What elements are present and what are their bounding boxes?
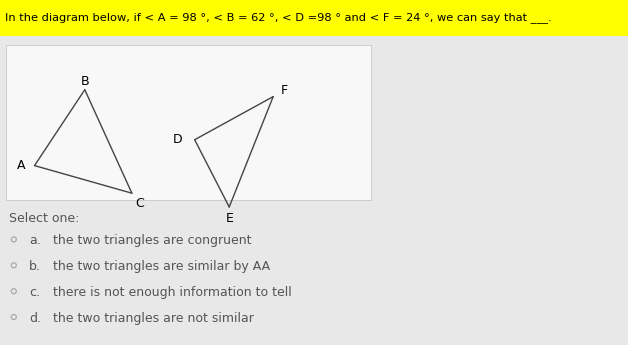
Text: Select one:: Select one:	[9, 212, 80, 225]
Text: d.: d.	[29, 312, 41, 325]
Text: there is not enough information to tell: there is not enough information to tell	[53, 286, 292, 299]
Text: C: C	[135, 197, 144, 210]
FancyBboxPatch shape	[0, 0, 628, 36]
Text: F: F	[281, 84, 288, 97]
Text: In the diagram below, if < A = 98 °, < B = 62 °, < D =98 ° and < F = 24 °, we ca: In the diagram below, if < A = 98 °, < B…	[5, 12, 551, 23]
Text: D: D	[172, 133, 182, 146]
Text: the two triangles are similar by AA: the two triangles are similar by AA	[53, 260, 271, 273]
Text: E: E	[225, 211, 233, 225]
Text: A: A	[16, 159, 25, 172]
Text: B: B	[80, 75, 89, 88]
Text: a.: a.	[29, 234, 41, 247]
Text: c.: c.	[29, 286, 40, 299]
Text: the two triangles are not similar: the two triangles are not similar	[53, 312, 254, 325]
Text: the two triangles are congruent: the two triangles are congruent	[53, 234, 252, 247]
Text: b.: b.	[29, 260, 41, 273]
FancyBboxPatch shape	[6, 45, 371, 200]
